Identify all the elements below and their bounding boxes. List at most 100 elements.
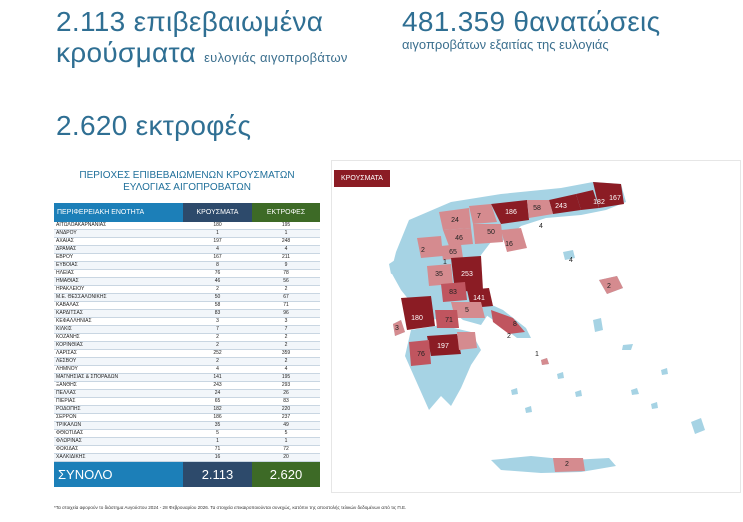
region-name: ΠΕΛΛΑΣ bbox=[54, 389, 183, 398]
region-cases: 35 bbox=[183, 421, 252, 430]
map-label: 4 bbox=[569, 257, 573, 264]
region-name: ΛΗΜΝΟΥ bbox=[54, 365, 183, 374]
table-row: ΞΑΝΘΗΣ 243 293 bbox=[54, 381, 320, 390]
greece-map: 2431821671865842474665501641225335831415… bbox=[389, 182, 705, 473]
region-rodopi bbox=[576, 190, 599, 210]
region-kilkis bbox=[469, 204, 497, 224]
region-cases: 76 bbox=[183, 269, 252, 278]
deaths-sublabel: αιγοπροβάτων εξαιτίας της ευλογιάς bbox=[402, 37, 609, 52]
table-row: ΕΒΡΟΥ 167 211 bbox=[54, 253, 320, 262]
map-label: 186 bbox=[505, 209, 517, 216]
region-name: ΕΥΒΟΙΑΣ bbox=[54, 261, 183, 270]
map-label: 2 bbox=[507, 333, 511, 340]
region-cases: 58 bbox=[183, 301, 252, 310]
header-region: ΠΕΡΙΦΕΡΕΙΑΚΗ ΕΝΟΤΗΤΑ bbox=[54, 203, 183, 222]
map-label: 1 bbox=[443, 259, 447, 266]
region-farms: 7 bbox=[252, 325, 320, 334]
map-island-h bbox=[525, 406, 532, 413]
region-cases: 46 bbox=[183, 277, 252, 286]
region-cases: 252 bbox=[183, 349, 252, 358]
map-label: 24 bbox=[451, 217, 459, 224]
region-cases: 1 bbox=[183, 229, 252, 238]
region-name: ΦΛΩΡΙΝΑΣ bbox=[54, 437, 183, 446]
map-chios bbox=[593, 318, 603, 332]
map-label: 58 bbox=[533, 205, 541, 212]
region-cases: 141 bbox=[183, 373, 252, 382]
region-cases: 243 bbox=[183, 381, 252, 390]
header-cases: ΚΡΟΥΣΜΑΤΑ bbox=[183, 203, 252, 222]
region-imathia bbox=[443, 228, 473, 246]
region-name: ΡΟΔΟΠΗΣ bbox=[54, 405, 183, 414]
region-name: ΛΕΣΒΟΥ bbox=[54, 357, 183, 366]
table-row: ΛΑΡΙΣΑΣ 252 359 bbox=[54, 349, 320, 358]
region-name: ΞΑΝΘΗΣ bbox=[54, 381, 183, 390]
region-name: ΠΙΕΡΙΑΣ bbox=[54, 397, 183, 406]
region-farms: 56 bbox=[252, 277, 320, 286]
map-legend-cases: ΚΡΟΥΣΜΑΤΑ bbox=[334, 170, 390, 187]
table-row: ΛΗΜΝΟΥ 4 4 bbox=[54, 365, 320, 374]
map-samos bbox=[622, 344, 633, 350]
map-island-f bbox=[661, 368, 668, 375]
table-row: ΚΑΒΑΛΑΣ 58 71 bbox=[54, 301, 320, 310]
map-crete bbox=[491, 456, 616, 473]
region-fokida bbox=[435, 310, 459, 328]
region-name: ΧΑΛΚΙΔΙΚΗΣ bbox=[54, 453, 183, 462]
region-aitoloakarnania bbox=[401, 296, 435, 330]
region-farms: 2 bbox=[252, 341, 320, 350]
region-name: ΚΟΡΙΝΘΙΑΣ bbox=[54, 341, 183, 350]
table-header-row: ΠΕΡΙΦΕΡΕΙΑΚΗ ΕΝΟΤΗΤΑ ΚΡΟΥΣΜΑΤΑ ΕΚΤΡΟΦΕΣ bbox=[54, 203, 320, 222]
region-cases: 5 bbox=[183, 429, 252, 438]
region-karditsa bbox=[441, 282, 467, 302]
table-row: ΑΧΑΪΑΣ 197 248 bbox=[54, 237, 320, 246]
table-row: ΗΜΑΘΙΑΣ 46 56 bbox=[54, 277, 320, 286]
map-label: 50 bbox=[487, 229, 495, 236]
region-cases: 71 bbox=[183, 445, 252, 454]
region-cases: 83 bbox=[183, 309, 252, 318]
region-farms: 71 bbox=[252, 301, 320, 310]
region-name: ΛΑΡΙΣΑΣ bbox=[54, 349, 183, 358]
stat-cases: 2.113 επιβεβαιωμένα κρούσματα ευλογιάς α… bbox=[56, 6, 356, 73]
map-label: 243 bbox=[555, 203, 567, 210]
total-cases: 2.113 bbox=[183, 461, 252, 487]
table-row: Μ.Ε. ΘΕΣΣΑΛΟΝΙΚΗΣ 50 67 bbox=[54, 293, 320, 302]
map-label: 71 bbox=[445, 317, 453, 324]
region-farms: 78 bbox=[252, 269, 320, 278]
region-cases: 2 bbox=[183, 333, 252, 342]
region-name: ΜΑΓΝΗΣΙΑΣ & ΣΠΟΡΑΔΩΝ bbox=[54, 373, 183, 382]
region-name: ΤΡΙΚΑΛΩΝ bbox=[54, 421, 183, 430]
table-row: ΣΕΡΡΩΝ 186 237 bbox=[54, 413, 320, 422]
region-trikala bbox=[427, 264, 453, 286]
table-row: ΚΟΖΑΝΗΣ 2 2 bbox=[54, 333, 320, 342]
region-farms: 83 bbox=[252, 397, 320, 406]
map-corfu bbox=[389, 260, 397, 274]
region-cases: 65 bbox=[183, 397, 252, 406]
map-label: 3 bbox=[395, 325, 399, 332]
region-achaia bbox=[427, 334, 461, 356]
region-cases: 182 bbox=[183, 405, 252, 414]
region-lesvos bbox=[599, 276, 623, 294]
footnote: *Τα στοιχεία αφορούν το διάστημα Αυγούστ… bbox=[54, 505, 407, 510]
region-farms: 4 bbox=[252, 245, 320, 254]
table-title-line2: ΕΥΛΟΓΙΑΣ ΑΙΓΟΠΡΟΒΑΤΩΝ bbox=[123, 182, 251, 193]
region-cases: 2 bbox=[183, 285, 252, 294]
region-fthiotida bbox=[451, 302, 485, 318]
table-title-line1: ΠΕΡΙΟΧΕΣ ΕΠΙΒΕΒΑΙΩΜΕΝΩΝ ΚΡΟΥΣΜΑΤΩΝ bbox=[79, 170, 295, 181]
region-name: ΚΑΡΔΙΤΣΑΣ bbox=[54, 309, 183, 318]
table-row: ΦΛΩΡΙΝΑΣ 1 1 bbox=[54, 437, 320, 446]
map-limnos bbox=[563, 250, 575, 260]
map-label: 1 bbox=[535, 351, 539, 358]
region-name: ΗΜΑΘΙΑΣ bbox=[54, 277, 183, 286]
cases-table: ΠΕΡΙΦΕΡΕΙΑΚΗ ΕΝΟΤΗΤΑ ΚΡΟΥΣΜΑΤΑ ΕΚΤΡΟΦΕΣ … bbox=[54, 203, 320, 487]
region-name: ΚΟΖΑΝΗΣ bbox=[54, 333, 183, 342]
table-row: ΑΙΤΩΛΟΑΚΑΡΝΑΝΙΑΣ 180 195 bbox=[54, 222, 320, 230]
region-cases: 2 bbox=[183, 357, 252, 366]
table-total-row: ΣΥΝΟΛΟ 2.113 2.620 bbox=[54, 461, 320, 487]
region-farms: 248 bbox=[252, 237, 320, 246]
region-farms: 3 bbox=[252, 317, 320, 326]
farms-value: 2.620 bbox=[56, 110, 128, 141]
region-cases: 180 bbox=[183, 222, 252, 230]
table-row: ΑΝΔΡΟΥ 1 1 bbox=[54, 229, 320, 238]
table-row: ΡΟΔΟΠΗΣ 182 220 bbox=[54, 405, 320, 414]
region-korinthia bbox=[457, 332, 477, 350]
region-farms: 4 bbox=[252, 365, 320, 374]
